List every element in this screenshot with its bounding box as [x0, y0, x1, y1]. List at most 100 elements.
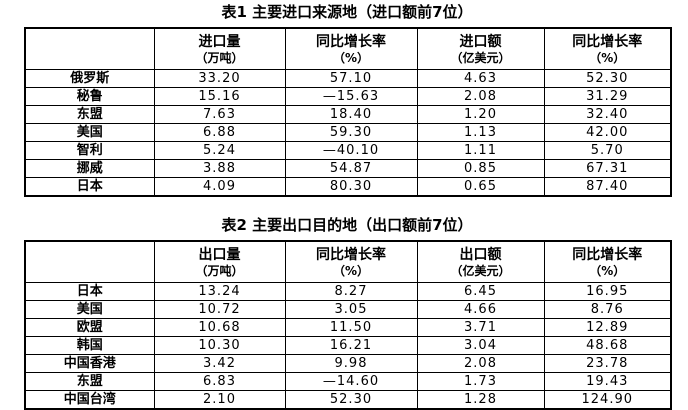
- import-header-row: 进口量 （万吨） 同比增长率 （%） 进口额 （亿美元） 同比增长率 （%）: [24, 27, 672, 70]
- column-unit: （亿美元）: [450, 263, 511, 278]
- cell-value: 3.71: [416, 318, 545, 337]
- cell-value: —40.10: [284, 141, 418, 160]
- cell-value: 8.27: [284, 282, 418, 301]
- header-cell-value-growth: 同比增长率 （%）: [543, 240, 672, 283]
- table-row: 中国台湾 2.10 52.30 1.28 124.90: [24, 390, 672, 410]
- cell-value: 0.65: [416, 177, 545, 197]
- row-header-region: 智利: [24, 141, 155, 160]
- table-row: 智利 5.24 —40.10 1.11 5.70: [24, 141, 672, 160]
- row-header-region: 挪威: [24, 159, 155, 178]
- header-cell-export-value: 出口额 （亿美元）: [416, 240, 545, 283]
- cell-value: 12.89: [543, 318, 672, 337]
- export-table: 出口量 （万吨） 同比增长率 （%） 出口额 （亿美元） 同比增长率 （%）: [24, 240, 672, 410]
- row-header-region: 日本: [24, 177, 155, 197]
- cell-value: 52.30: [284, 390, 418, 410]
- cell-value: 4.63: [416, 69, 545, 88]
- cell-value: 87.40: [543, 177, 672, 197]
- row-header-region: 中国台湾: [24, 390, 155, 410]
- column-unit: （万吨）: [195, 50, 244, 65]
- table-row: 美国 6.88 59.30 1.13 42.00: [24, 123, 672, 142]
- cell-value: 3.04: [416, 336, 545, 355]
- row-header-region: 美国: [24, 300, 155, 319]
- cell-value: 67.31: [543, 159, 672, 178]
- cell-value: 23.78: [543, 354, 672, 373]
- table-row: 挪威 3.88 54.87 0.85 67.31: [24, 159, 672, 178]
- cell-value: 52.30: [543, 69, 672, 88]
- cell-value: 16.21: [284, 336, 418, 355]
- cell-value: 1.73: [416, 372, 545, 391]
- header-cell-import-volume: 进口量 （万吨）: [153, 27, 286, 70]
- table-row: 东盟 7.63 18.40 1.20 32.40: [24, 105, 672, 124]
- import-table-section: 表1 主要进口来源地（进口额前7位） 进口量 （万吨） 同比增长率 （%）: [0, 4, 688, 197]
- cell-value: 124.90: [543, 390, 672, 410]
- table-row: 美国 10.72 3.05 4.66 8.76: [24, 300, 672, 319]
- column-label: 同比增长率: [316, 246, 386, 263]
- cell-value: 1.20: [416, 105, 545, 124]
- cell-value: 10.72: [153, 300, 286, 319]
- cell-value: 15.16: [153, 87, 286, 106]
- cell-value: 6.88: [153, 123, 286, 142]
- table-row: 秘鲁 15.16 —15.63 2.08 31.29: [24, 87, 672, 106]
- column-unit: （亿美元）: [450, 50, 511, 65]
- table-row: 日本 4.09 80.30 0.65 87.40: [24, 177, 672, 197]
- cell-value: 6.45: [416, 282, 545, 301]
- cell-value: 2.10: [153, 390, 286, 410]
- column-unit: （万吨）: [195, 263, 244, 278]
- cell-value: 7.63: [153, 105, 286, 124]
- column-unit: （%）: [589, 50, 626, 65]
- header-cell-export-volume: 出口量 （万吨）: [153, 240, 286, 283]
- column-unit: （%）: [332, 263, 370, 278]
- row-header-region: 东盟: [24, 105, 155, 124]
- header-cell-region: [24, 240, 155, 283]
- table-row: 欧盟 10.68 11.50 3.71 12.89: [24, 318, 672, 337]
- cell-value: 11.50: [284, 318, 418, 337]
- row-header-region: 中国香港: [24, 354, 155, 373]
- export-header-row: 出口量 （万吨） 同比增长率 （%） 出口额 （亿美元） 同比增长率 （%）: [24, 240, 672, 283]
- cell-value: —14.60: [284, 372, 418, 391]
- import-table: 进口量 （万吨） 同比增长率 （%） 进口额 （亿美元） 同比增长率 （%）: [24, 27, 672, 197]
- column-unit: （%）: [332, 50, 370, 65]
- header-cell-volume-growth: 同比增长率 （%）: [284, 240, 418, 283]
- cell-value: 8.76: [543, 300, 672, 319]
- cell-value: 16.95: [543, 282, 672, 301]
- cell-value: 0.85: [416, 159, 545, 178]
- cell-value: —15.63: [284, 87, 418, 106]
- cell-value: 2.08: [416, 354, 545, 373]
- row-header-region: 美国: [24, 123, 155, 142]
- table-row: 中国香港 3.42 9.98 2.08 23.78: [24, 354, 672, 373]
- cell-value: 10.68: [153, 318, 286, 337]
- cell-value: 18.40: [284, 105, 418, 124]
- cell-value: 1.11: [416, 141, 545, 160]
- cell-value: 10.30: [153, 336, 286, 355]
- cell-value: 3.88: [153, 159, 286, 178]
- header-cell-region: [24, 27, 155, 70]
- column-label: 出口量: [198, 246, 241, 263]
- column-label: 进口额: [459, 33, 502, 50]
- cell-value: 9.98: [284, 354, 418, 373]
- cell-value: 19.43: [543, 372, 672, 391]
- cell-value: 32.40: [543, 105, 672, 124]
- table-row: 俄罗斯 33.20 57.10 4.63 52.30: [24, 69, 672, 88]
- table2-title: 表2 主要出口目的地（出口额前7位）: [221, 216, 473, 234]
- header-cell-import-value: 进口额 （亿美元）: [416, 27, 545, 70]
- cell-value: 1.13: [416, 123, 545, 142]
- cell-value: 4.09: [153, 177, 286, 197]
- column-label: 同比增长率: [572, 246, 643, 263]
- column-label: 同比增长率: [316, 33, 386, 50]
- cell-value: 1.28: [416, 390, 545, 410]
- table1-title: 表1 主要进口来源地（进口额前7位）: [221, 3, 473, 21]
- cell-value: 54.87: [284, 159, 418, 178]
- cell-value: 3.05: [284, 300, 418, 319]
- row-header-region: 俄罗斯: [24, 69, 155, 88]
- cell-value: 48.68: [543, 336, 672, 355]
- row-header-region: 秘鲁: [24, 87, 155, 106]
- column-label: 进口量: [198, 33, 241, 50]
- column-label: 同比增长率: [572, 33, 643, 50]
- table-row: 韩国 10.30 16.21 3.04 48.68: [24, 336, 672, 355]
- export-table-section: 表2 主要出口目的地（出口额前7位） 出口量 （万吨） 同比增长率 （%）: [0, 217, 688, 410]
- cell-value: 5.24: [153, 141, 286, 160]
- cell-value: 59.30: [284, 123, 418, 142]
- row-header-region: 日本: [24, 282, 155, 301]
- cell-value: 2.08: [416, 87, 545, 106]
